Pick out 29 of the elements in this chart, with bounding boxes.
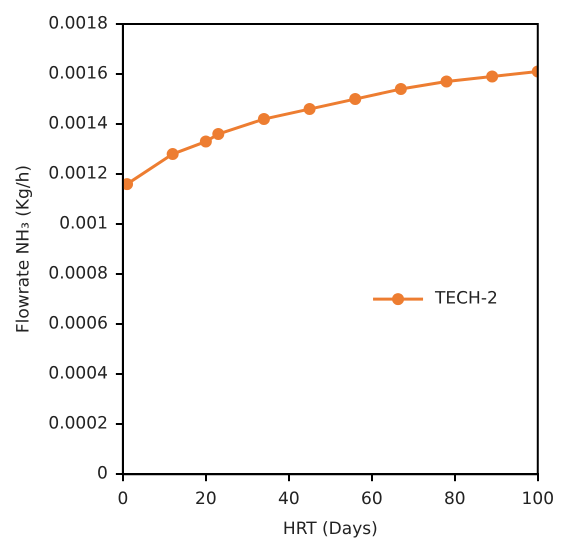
y-tick-label: 0.0002	[48, 414, 108, 434]
point	[258, 113, 270, 126]
x-tick-label: 20	[195, 488, 217, 509]
y-tick-label: 0.0014	[48, 113, 108, 134]
x-axis-title: HRT (Days)	[282, 519, 378, 540]
point	[394, 83, 407, 96]
legend-label: TECH-2	[434, 288, 498, 309]
y-tick-label: 0	[97, 464, 108, 484]
y-tick-label: 0.001	[59, 214, 108, 234]
y-tick-label: 0.0016	[48, 63, 108, 84]
y-axis-title: Flowrate NH₃ (Kg/h)	[14, 165, 34, 334]
point	[349, 93, 362, 106]
x-tick-label: 60	[361, 488, 383, 509]
x-tick-label: 40	[278, 488, 300, 509]
point	[166, 148, 179, 160]
x-tick-label: 80	[444, 488, 466, 509]
x-tick-label: 100	[522, 488, 554, 509]
point	[200, 136, 212, 148]
y-tick-label: 0.0008	[48, 264, 108, 284]
point	[304, 103, 316, 116]
point	[486, 70, 498, 83]
point	[122, 178, 134, 190]
y-tick-label: 0.0004	[48, 364, 108, 384]
y-tick-label: 0.0018	[48, 13, 108, 34]
point	[212, 128, 224, 140]
y-tick-label: 0.0012	[48, 163, 108, 184]
x-tick-label: 0	[117, 488, 128, 509]
point	[440, 76, 452, 88]
y-tick-label: 0.0006	[48, 314, 108, 334]
